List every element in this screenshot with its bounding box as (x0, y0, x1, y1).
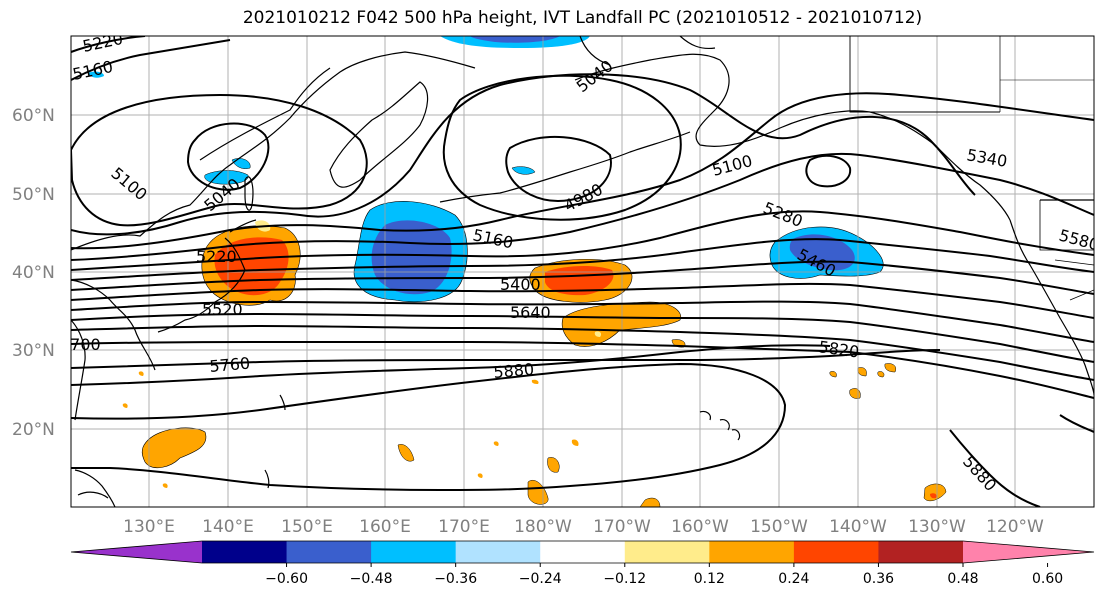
colorbar-segment (371, 541, 457, 563)
latitude-labels: 60°N 50°N 40°N 30°N 20°N (12, 106, 55, 440)
lon-label: 150°E (281, 517, 333, 537)
colorbar-tick-label: −0.12 (603, 571, 646, 587)
colorbar: −0.60 −0.48 −0.36 −0.24 −0.12 0.12 0.24 0.36 0.4… (70, 540, 1095, 587)
longitude-labels: 130°E 140°E 150°E 160°E 170°E 180°W 170°… (123, 517, 1044, 537)
colorbar-tick-label: 0.48 (947, 571, 978, 587)
colorbar-segment (709, 541, 795, 563)
colorbar-tick-label: 0.24 (778, 571, 809, 587)
lon-label: 170°E (438, 517, 490, 537)
colorbar-segment (540, 541, 626, 563)
colorbar-tick-label: 0.12 (694, 571, 725, 587)
contour-label: 5520 (202, 300, 243, 319)
colorbar-segment (286, 541, 372, 563)
colorbar-tick-label: −0.36 (434, 571, 477, 587)
colorbar-extend-high (963, 541, 1094, 563)
lon-label: 180°W (514, 517, 572, 537)
height-contours (71, 36, 1094, 507)
contour-label: 5880 (493, 360, 535, 382)
colorbar-segment (202, 541, 288, 563)
colorbar-segment (878, 541, 964, 563)
lon-label: 140°W (829, 517, 887, 537)
colorbar-tick-label: −0.48 (350, 571, 393, 587)
lon-label: 140°E (202, 517, 254, 537)
colorbar-segment (793, 541, 879, 563)
lon-label: 130°W (908, 517, 966, 537)
colorbar-tick-label: −0.60 (265, 571, 308, 587)
contour-label: 5640 (510, 303, 551, 322)
lon-label: 160°E (359, 517, 411, 537)
contour-label: 5220 (196, 247, 237, 266)
lon-label: 160°W (671, 517, 729, 537)
lon-label: 130°E (123, 517, 175, 537)
colorbar-segment (455, 541, 541, 563)
map-title: 2021010212 F042 500 hPa height, IVT Land… (242, 8, 923, 28)
contour-label: 5400 (500, 275, 541, 294)
lat-label: 40°N (12, 263, 55, 283)
map-gridlines (71, 36, 1094, 507)
contour-label: 5760 (209, 354, 251, 376)
lat-label: 60°N (12, 106, 55, 126)
map-frame (70, 35, 1095, 508)
contour-label: 5700 (60, 335, 101, 354)
lat-label: 20°N (12, 420, 55, 440)
lon-label: 120°W (986, 517, 1044, 537)
lon-label: 150°W (750, 517, 808, 537)
lon-label: 170°W (593, 517, 651, 537)
lat-label: 30°N (12, 341, 55, 361)
colorbar-segment (624, 541, 710, 563)
lat-label: 50°N (12, 185, 55, 205)
colorbar-tick-label: −0.24 (519, 571, 562, 587)
colorbar-tick-label: 0.60 (1032, 571, 1063, 587)
coastlines (71, 36, 1094, 507)
colorbar-tick-label: 0.36 (863, 571, 894, 587)
colorbar-extend-low (71, 541, 202, 563)
